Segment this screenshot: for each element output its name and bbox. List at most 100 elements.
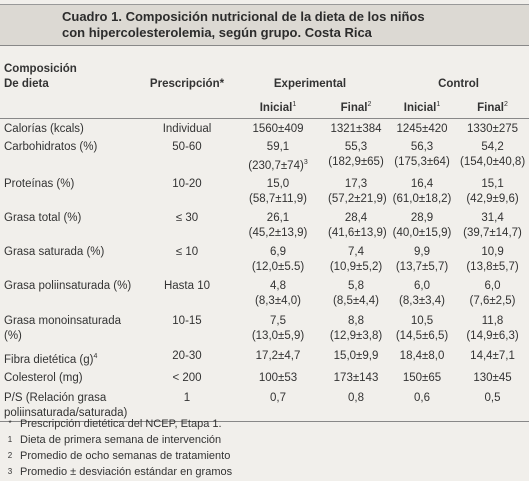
prescription: Hasta 10 [163,279,211,292]
value-line: 9,9 [392,245,452,260]
value-line: 31,4 [460,211,525,226]
value-cell: 18,4±8,0 [388,346,456,368]
value-cell: 10,9 (13,8±5,7) [456,242,529,276]
value-text: 6,0 [414,279,431,292]
value-text: 10,5 [410,314,434,327]
table-row: Grasa monoinsaturada (%) 10-15 7,5 (13,0±5,… [0,311,529,346]
value-text: 7,4 [348,245,364,258]
footnote-text: Dieta de primera semana de intervención [20,434,222,446]
value-text: 16,4 [410,177,434,190]
value-line: (13,8±5,7) [460,260,525,275]
row-label-text: Colesterol (mg) [4,371,83,384]
value-text: 5,8 [348,279,364,292]
group-header: Experimental [273,78,347,90]
value-line: 4,8 [236,279,320,294]
value-line: 16,4 [392,177,452,192]
subheader-cell: Final2 [456,94,529,119]
table-row: Grasa total (%) ≤ 30 26,1 (45,2±13,9) 28,4 (4… [0,208,529,242]
table-row: Grasa poliinsaturada (%) Hasta 10 4,8 (8,3±… [0,276,529,311]
subheader-text: Final [340,102,368,114]
row-label: Grasa saturada (%) [0,242,142,276]
row-label: Calorías (kcals) [0,119,142,138]
row-label-text: Grasa poliinsaturada (%) [4,279,132,292]
value-line: 15,0 [236,177,320,192]
value-line: (12,9±3,8) [328,329,384,344]
value-text: 0,7 [270,391,286,404]
value-text: 18,4±8,0 [399,349,445,362]
value-text: 28,4 [344,211,368,224]
value-text: 0,6 [414,391,431,404]
value-cell: 0,8 [324,387,389,422]
row-label: Grasa poliinsaturada (%) [0,276,142,311]
value-text: (8,3±4,0) [255,294,301,307]
subheader-cell: Final2 [324,94,389,119]
value-text: 1245±420 [396,123,448,135]
value-line: (14,5±6,5) [392,329,452,344]
value-line: (41,6±13,9) [328,226,387,241]
value-line: 55,3 [328,140,384,155]
value-line: 28,9 [392,211,452,226]
value-cell: 6,0 (8,3±3,4) [388,276,456,311]
value-text: 1330±275 [466,123,519,135]
nutrition-table: Composición De dieta Prescripción* Experime… [0,54,529,422]
value-text: 9,9 [414,245,431,258]
row-label: P/S (Relación grasa poliinsaturada/satur… [0,387,142,422]
title-box: Cuadro 1. Composición nutricional de la … [0,4,529,46]
footnote-marker: * [8,419,12,428]
footnote-text: Prescripción dietética del NCEP, Etapa 1… [20,418,222,430]
value-cell: 5,8 (8,5±4,4) [324,276,388,311]
value-line: 18,4±8,0 [392,349,452,364]
header-cell: Prescripción* [149,78,225,90]
value-cell: 9,9 (13,7±5,7) [388,242,456,276]
value-line: 11,8 [460,314,525,329]
prescription: 20-30 [172,349,202,362]
value-text: (41,6±13,9) [328,226,387,239]
value-text: 130±45 [473,371,512,384]
value-text: (154,0±40,8) [460,156,526,168]
value-cell: 7,4 (10,9±5,2) [324,242,388,276]
value-cell: 55,3 (182,9±65) [324,137,388,174]
row-label: Colesterol (mg) [0,368,142,388]
prescription: 10-20 [172,177,202,190]
value-line: (175,3±64) [392,155,452,170]
value-cell: 0,6 [388,387,457,422]
value-line: (45,2±13,9) [236,226,320,241]
value-cell: 28,9 (40,0±15,9) [388,208,456,242]
table-row: Grasa saturada (%) ≤ 10 6,9 (12,0±5.5) 7,4 (1… [0,242,529,276]
value-text: (40,0±15,9) [392,226,452,239]
value-text: 6,0 [484,279,501,292]
footnote: * Prescripción dietética del NCEP, Etapa … [0,416,529,432]
value-cell: 1321±384 [324,119,388,138]
value-cell: 6,9 (12,0±5.5) [232,242,324,276]
value-line: 17,3 [328,177,384,192]
value-line: 15,1 [460,177,525,192]
value-line: (8,3±4,0) [236,294,320,309]
value-cell: 173±143 [324,368,388,388]
value-line: (57,2±21,9) [328,192,387,207]
note-marker: 2 [367,101,372,109]
subheader-cell: Inicial1 [232,94,324,119]
row-label-text: Calorías (kcals) [4,123,84,135]
prescription: 50-60 [172,141,202,153]
table-row: Carbohidratos (%) 50-60 59,1 (230,7±74)3 55,… [0,137,529,174]
value-line: 6,9 [236,245,320,260]
value-text: 173±143 [333,371,379,384]
value-text: 8,8 [348,314,364,327]
value-line: 28,4 [328,211,384,226]
value-line: 14,4±7,1 [460,349,525,364]
value-line: 6,0 [392,279,452,294]
note-marker: 3 [303,159,308,166]
prescription: 10-15 [172,314,202,327]
value-cell: 56,3 (175,3±64) [388,137,456,174]
value-text: (42,9±9,6) [466,192,519,205]
value-cell: 15,0±9,9 [324,346,388,368]
value-text: 15,1 [481,177,504,190]
value-text: (45,2±13,9) [248,226,308,239]
value-line: (8,3±3,4) [392,294,452,309]
value-line: (182,9±65) [328,155,384,170]
footnote-marker: 3 [7,467,13,476]
value-text: 14,4±7,1 [470,349,515,362]
footnotes: * Prescripción dietética del NCEP, Etapa … [0,416,529,480]
value-text: 150±65 [402,371,442,384]
value-line: 56,3 [392,140,452,155]
